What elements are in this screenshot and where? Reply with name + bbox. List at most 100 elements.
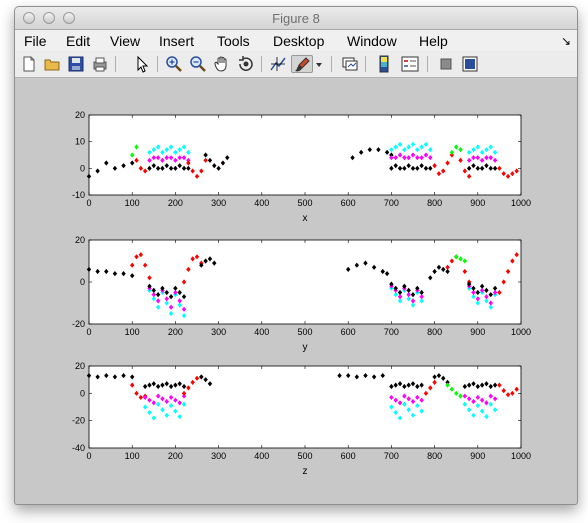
rotate-3d-icon[interactable] [237, 55, 255, 73]
data-point-black [410, 292, 416, 298]
brush-dropdown-arrow-icon[interactable] [315, 55, 323, 73]
x-tick-label: 300 [211, 198, 226, 208]
data-point-magenta [186, 157, 191, 163]
data-point-black [337, 372, 342, 379]
data-point-black [199, 262, 204, 268]
menu-edit[interactable]: Edit [66, 33, 91, 49]
data-point-red [462, 168, 468, 174]
plot-area[interactable]: 0 100 200 300 400 500 600 700 800 900 1000-1001020… [15, 7, 577, 504]
data-point-black [484, 163, 489, 169]
data-point-black [216, 165, 221, 171]
print-icon[interactable] [91, 55, 109, 73]
data-point-black [86, 372, 92, 379]
data-point-cyan [466, 407, 472, 413]
x-tick-label: 200 [168, 327, 183, 337]
data-point-cyan [410, 412, 416, 418]
data-point-black [121, 163, 126, 169]
data-point-green [462, 258, 468, 264]
data-point-magenta [173, 289, 178, 296]
data-point-red [186, 160, 191, 166]
data-point-magenta [393, 155, 398, 161]
menu-help[interactable]: Help [419, 33, 448, 49]
show-tools-icon[interactable] [461, 55, 479, 73]
data-point-magenta [423, 152, 429, 158]
menu-insert[interactable]: Insert [159, 33, 195, 49]
data-point-red [462, 268, 468, 275]
data-point-magenta [168, 304, 174, 310]
pan-hand-icon[interactable] [213, 55, 231, 73]
data-point-cyan [177, 147, 182, 153]
data-point-cyan [475, 144, 480, 150]
dock-arrow-icon[interactable]: ↘ [560, 34, 571, 48]
data-point-black [445, 379, 450, 385]
data-point-black [466, 382, 472, 388]
brush-icon[interactable] [291, 55, 313, 73]
data-point-red [190, 168, 195, 174]
data-point-black [492, 382, 498, 388]
minimize-window-button[interactable] [43, 12, 55, 24]
data-point-black [492, 285, 498, 291]
data-point-red [505, 392, 511, 398]
new-file-icon[interactable] [20, 55, 38, 73]
data-point-magenta [484, 400, 489, 406]
menu-file[interactable]: File [24, 33, 47, 49]
data-point-black [415, 165, 420, 171]
pointer-arrow-icon[interactable] [133, 55, 151, 73]
data-point-green [449, 386, 455, 392]
data-point-black [471, 381, 476, 387]
title-bar[interactable]: Figure 8 [15, 7, 577, 30]
data-point-cyan [151, 147, 156, 153]
y-tick-label: -10 [72, 190, 85, 200]
axes-1: 0 100 200 300 400 500 600 700 800 900 1000-1001020… [72, 110, 531, 224]
data-point-red [501, 171, 506, 177]
x-tick-label: 300 [211, 451, 226, 461]
menu-window[interactable]: Window [347, 33, 397, 49]
menu-view[interactable]: View [110, 33, 141, 49]
data-point-magenta [164, 296, 169, 302]
data-point-red [194, 254, 200, 260]
x-tick-label: 100 [125, 451, 140, 461]
data-point-red [190, 379, 195, 385]
data-point-black [121, 271, 126, 277]
data-point-cyan [173, 149, 178, 155]
data-point-magenta [397, 152, 403, 158]
data-point-cyan [151, 296, 156, 302]
data-point-green [445, 382, 450, 388]
data-point-black [367, 147, 372, 153]
data-point-red [497, 289, 502, 296]
data-cursor-icon[interactable] [269, 55, 287, 73]
data-point-black [112, 165, 118, 171]
colorbar-icon[interactable] [375, 55, 393, 73]
window-title: Figure 8 [272, 11, 320, 26]
data-point-black [164, 163, 169, 169]
data-point-cyan [168, 403, 174, 409]
zoom-out-icon[interactable] [189, 55, 207, 73]
toolbar-separator [427, 56, 428, 72]
data-point-black [423, 165, 429, 171]
legend-icon[interactable] [401, 55, 419, 73]
y-tick-label: 0 [80, 388, 85, 398]
data-point-magenta [415, 394, 420, 401]
save-icon[interactable] [67, 55, 85, 73]
data-point-cyan [484, 413, 489, 420]
data-point-magenta [428, 155, 433, 161]
menu-tools[interactable]: Tools [217, 33, 250, 49]
x-tick-label: 300 [211, 327, 226, 337]
hide-tools-icon[interactable] [437, 55, 455, 73]
data-point-cyan [168, 310, 174, 317]
close-window-button[interactable] [23, 12, 35, 24]
data-point-magenta [471, 155, 476, 161]
open-folder-icon[interactable] [43, 55, 61, 73]
data-point-black [121, 372, 126, 379]
x-tick-label: 900 [470, 451, 485, 461]
zoom-in-icon[interactable] [165, 55, 183, 73]
link-plot-icon[interactable] [341, 55, 359, 73]
data-point-black [363, 372, 368, 379]
data-point-magenta [475, 394, 480, 401]
data-point-magenta [466, 396, 472, 402]
menu-desktop[interactable]: Desktop [273, 33, 325, 49]
data-point-cyan [488, 401, 493, 407]
zoom-window-button[interactable] [63, 12, 75, 24]
data-point-black [130, 273, 135, 279]
data-point-red [501, 388, 506, 394]
